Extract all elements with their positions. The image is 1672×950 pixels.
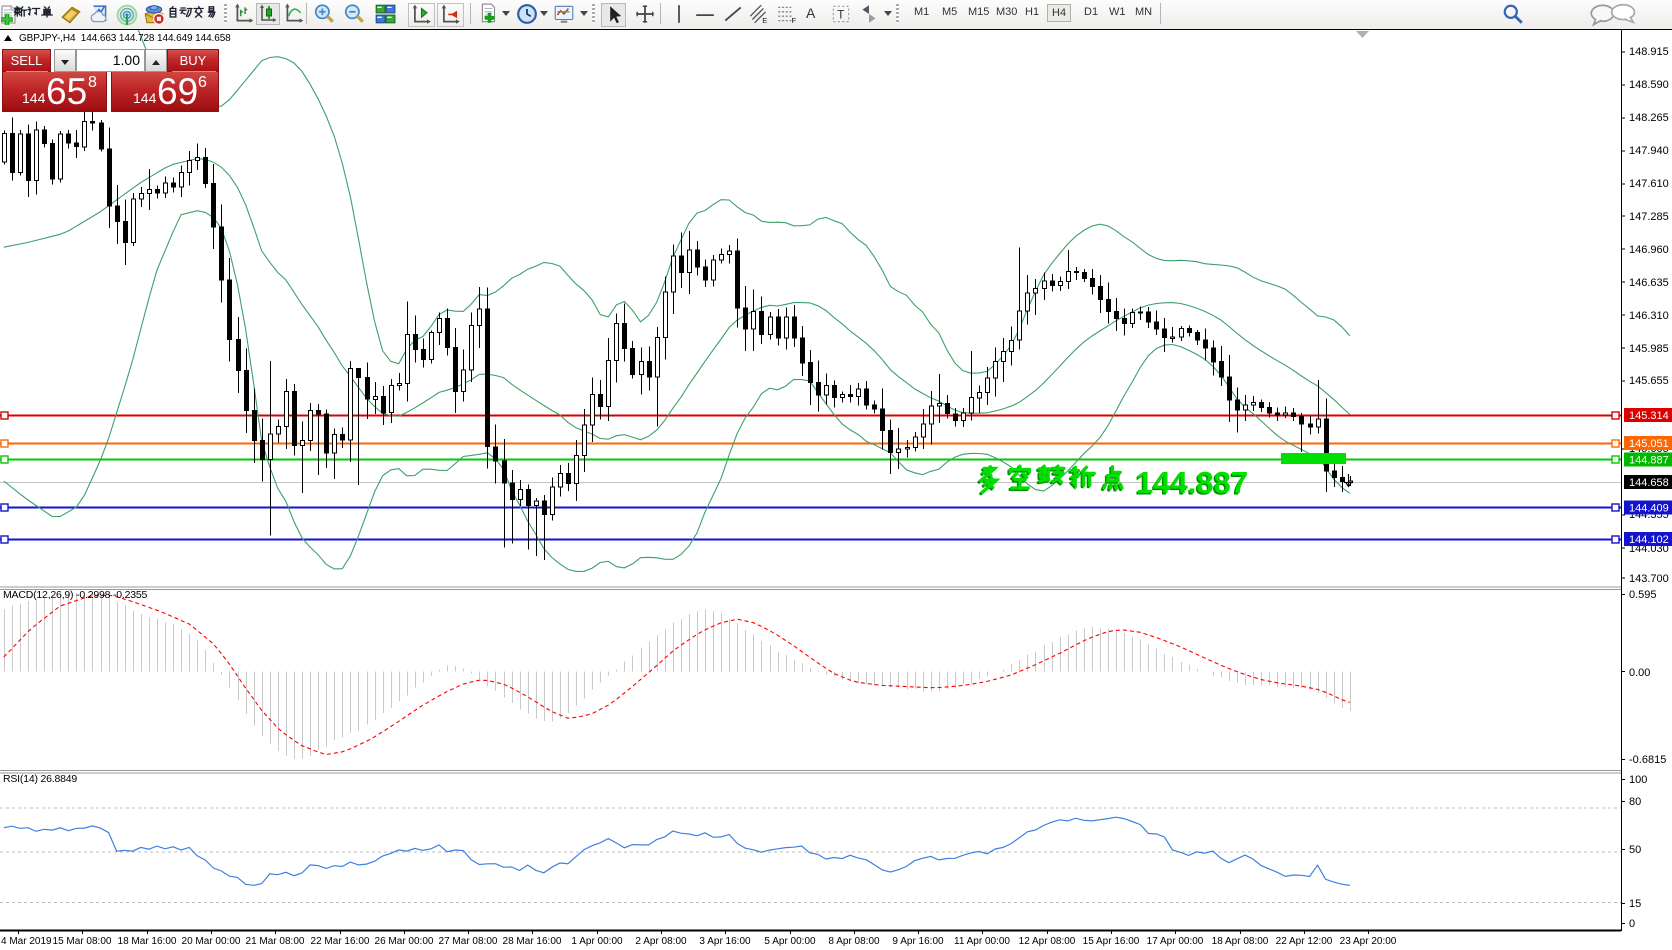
svg-text:144.102: 144.102 <box>1629 534 1669 546</box>
svg-text:4 Mar 2019: 4 Mar 2019 <box>1 936 52 947</box>
svg-text:-0.6815: -0.6815 <box>1629 754 1666 766</box>
svg-text:80: 80 <box>1629 796 1641 808</box>
svg-text:146.635: 146.635 <box>1629 277 1669 289</box>
svg-text:3 Apr 16:00: 3 Apr 16:00 <box>699 936 751 947</box>
svg-text:12 Apr 08:00: 12 Apr 08:00 <box>1019 936 1076 947</box>
svg-text:0.595: 0.595 <box>1629 589 1657 601</box>
svg-text:1 Apr 00:00: 1 Apr 00:00 <box>571 936 623 947</box>
svg-text:MACD(12,26,9) -0.2998 -0.2355: MACD(12,26,9) -0.2998 -0.2355 <box>3 589 148 601</box>
svg-text:F: F <box>791 16 796 25</box>
svg-text:E: E <box>762 16 767 25</box>
svg-text:145.655: 145.655 <box>1629 375 1669 387</box>
svg-text:0: 0 <box>1629 918 1635 930</box>
svg-text:2 Apr 08:00: 2 Apr 08:00 <box>635 936 687 947</box>
svg-text:21 Mar 08:00: 21 Mar 08:00 <box>246 936 305 947</box>
svg-text:0.00: 0.00 <box>1629 667 1650 679</box>
svg-text:11 Apr 00:00: 11 Apr 00:00 <box>954 936 1010 947</box>
svg-text:148.590: 148.590 <box>1629 79 1669 91</box>
svg-text:28 Mar 16:00: 28 Mar 16:00 <box>503 936 562 947</box>
svg-text:5 Apr 00:00: 5 Apr 00:00 <box>764 936 816 947</box>
svg-text:RSI(14) 26.8849: RSI(14) 26.8849 <box>3 773 77 785</box>
svg-text:17 Apr 00:00: 17 Apr 00:00 <box>1147 936 1204 947</box>
svg-text:144.658: 144.658 <box>1629 477 1669 489</box>
svg-text:146.310: 146.310 <box>1629 310 1669 322</box>
svg-text:T: T <box>837 7 845 21</box>
svg-text:9 Apr 16:00: 9 Apr 16:00 <box>892 936 944 947</box>
svg-text:15 Apr 16:00: 15 Apr 16:00 <box>1083 936 1140 947</box>
svg-text:145.985: 145.985 <box>1629 343 1669 355</box>
svg-text:146.960: 146.960 <box>1629 244 1669 256</box>
svg-text:15: 15 <box>1629 898 1641 910</box>
svg-text:148.915: 148.915 <box>1629 46 1669 58</box>
svg-text:147.285: 147.285 <box>1629 211 1669 223</box>
svg-text:22 Apr 12:00: 22 Apr 12:00 <box>1276 936 1333 947</box>
svg-text:144.887: 144.887 <box>1136 465 1248 500</box>
svg-text:26 Mar 00:00: 26 Mar 00:00 <box>375 936 434 947</box>
svg-text:22 Mar 16:00: 22 Mar 16:00 <box>311 936 370 947</box>
svg-text:20 Mar 00:00: 20 Mar 00:00 <box>182 936 241 947</box>
svg-text:144.887: 144.887 <box>1135 467 1247 502</box>
svg-text:50: 50 <box>1629 844 1641 856</box>
svg-text:27 Mar 08:00: 27 Mar 08:00 <box>439 936 498 947</box>
svg-text:8 Apr 08:00: 8 Apr 08:00 <box>828 936 880 947</box>
svg-text:18 Apr 08:00: 18 Apr 08:00 <box>1212 936 1269 947</box>
svg-text:144.887: 144.887 <box>1629 455 1669 467</box>
svg-text:15 Mar 08:00: 15 Mar 08:00 <box>53 936 112 947</box>
svg-text:144.409: 144.409 <box>1629 503 1669 515</box>
svg-text:100: 100 <box>1629 774 1647 786</box>
svg-text:147.610: 147.610 <box>1629 178 1669 190</box>
svg-text:145.051: 145.051 <box>1629 438 1669 450</box>
svg-text:147.940: 147.940 <box>1629 145 1669 157</box>
svg-text:145.314: 145.314 <box>1629 410 1669 422</box>
svg-text:18 Mar 16:00: 18 Mar 16:00 <box>118 936 177 947</box>
svg-text:143.700: 143.700 <box>1629 573 1669 585</box>
svg-text:23 Apr 20:00: 23 Apr 20:00 <box>1340 936 1397 947</box>
svg-text:148.265: 148.265 <box>1629 112 1669 124</box>
